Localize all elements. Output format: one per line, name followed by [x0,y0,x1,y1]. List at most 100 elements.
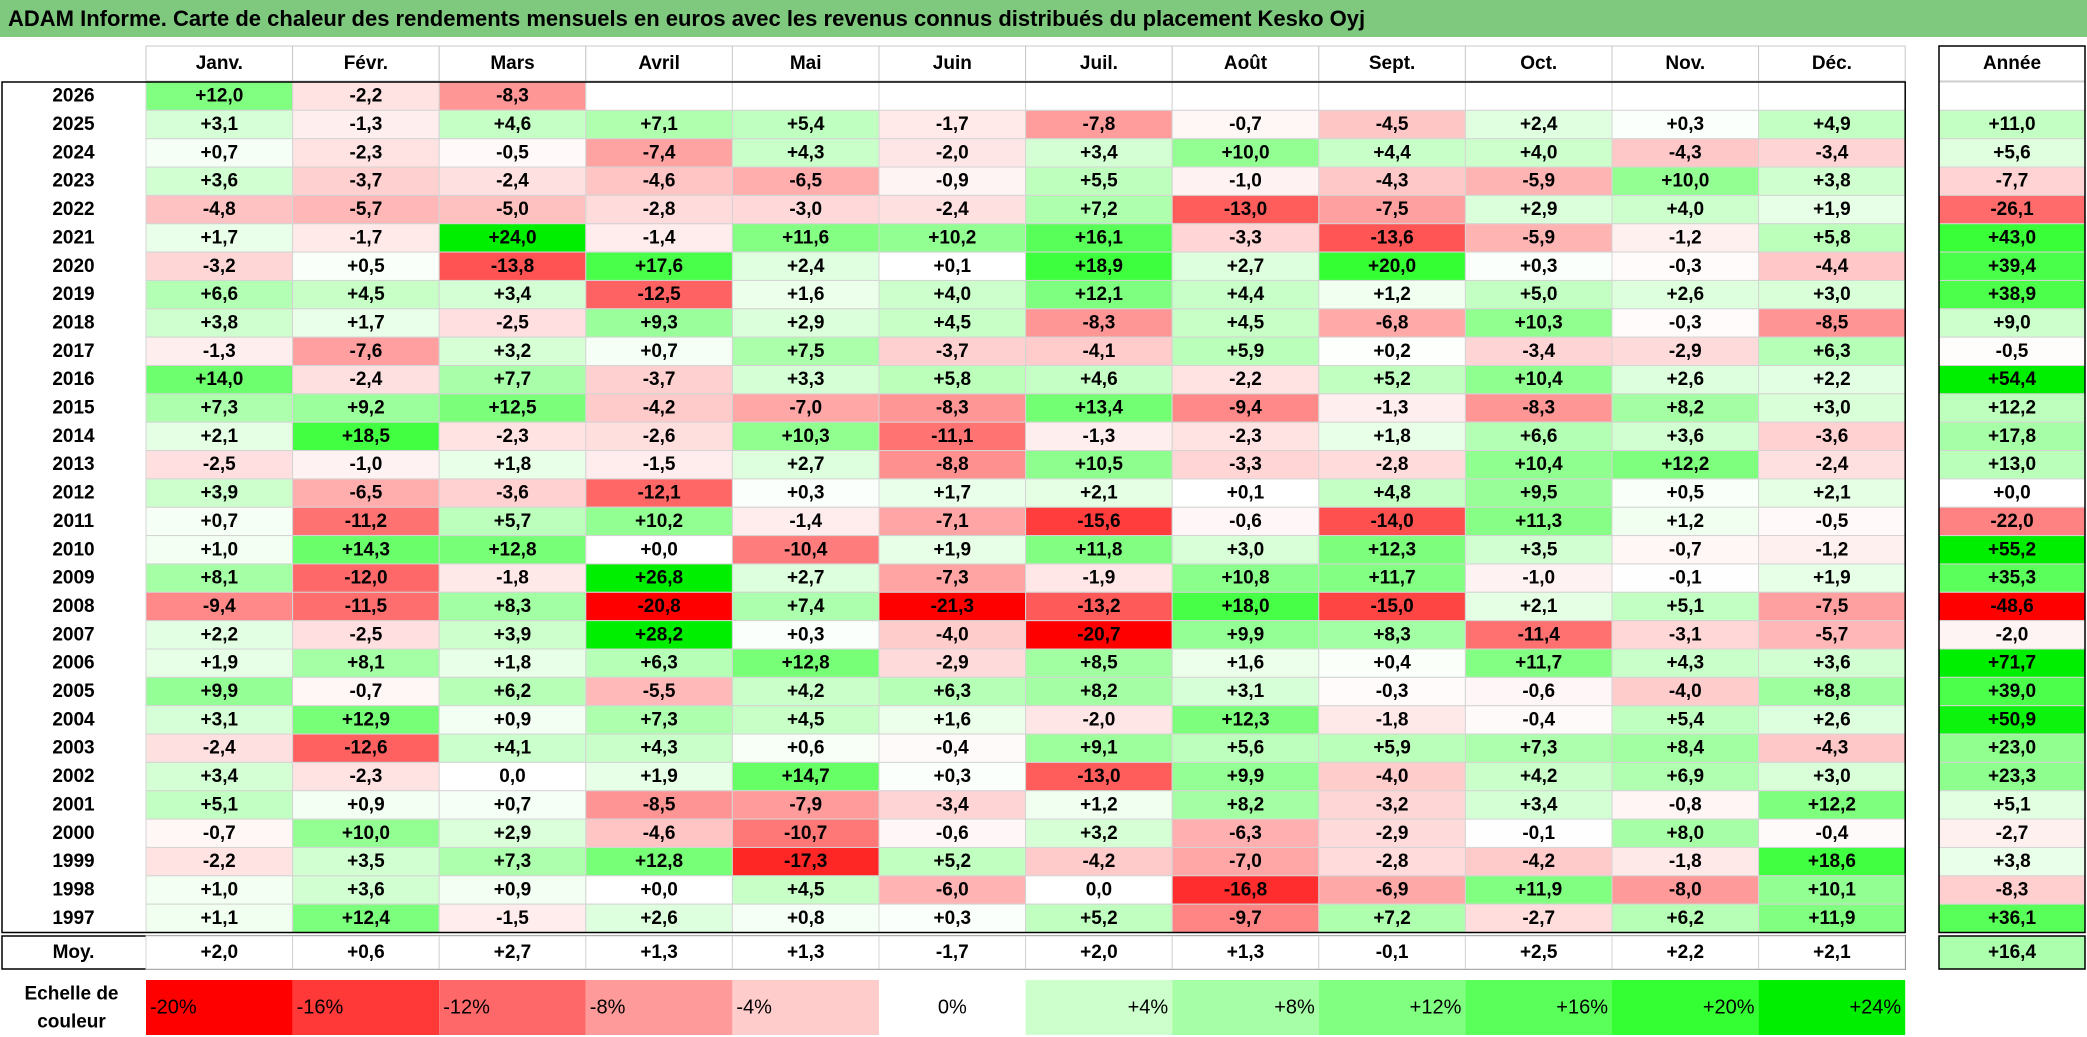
heat-cell [585,393,733,423]
average-year-value: +16,4 [1988,942,2037,963]
heat-cell-value: +4,5 [347,284,385,305]
heat-cell [292,705,440,735]
heat-cell [1171,563,1320,593]
heat-cell-value: +3,0 [1813,766,1851,787]
heat-cell [585,279,733,310]
heat-cell-value: +0,9 [494,709,532,730]
heat-cell-value: +0,7 [494,794,532,815]
average-value: -0,1 [1376,942,1409,963]
year-total-value: +17,8 [1988,426,2036,447]
heat-cell-value: +10,8 [1221,568,1269,589]
heat-cell-value: -8,3 [936,398,969,419]
heat-cell [438,818,587,848]
heat-cell [1318,846,1466,877]
heat-cell-value: +11,7 [1369,568,1416,589]
heat-cell [1318,620,1466,650]
heat-cell-value: +7,3 [494,851,532,872]
heat-cell [292,365,440,395]
year-total-value: +71,7 [1988,653,2036,674]
year-total-value: -8,3 [1996,879,2029,900]
heat-cell [1464,506,1613,537]
heat-cell-value: +2,9 [494,823,532,844]
heat-cell-value: +18,6 [1808,851,1856,872]
heat-cell-value: -13,0 [1224,199,1267,220]
heat-cell-value: -10,4 [784,539,828,560]
heat-cell-value: +4,8 [1373,483,1411,504]
year-total-cell [1938,506,2086,537]
heat-cell-value: +2,4 [787,256,825,277]
heat-cell-value: -10,7 [784,823,827,844]
heat-cell-value: -0,8 [1669,794,1702,815]
heat-cell-value: -2,5 [496,312,529,333]
heat-cell-value: -0,3 [1376,681,1409,702]
column-header-cell [145,45,294,82]
heat-cell-value: +7,5 [787,341,825,362]
heat-cell [1464,620,1613,650]
heat-cell-value: +4,1 [494,738,532,759]
heat-cell-value: +10,0 [1221,142,1269,163]
heat-cell-value: +11,7 [1515,653,1562,674]
heat-cell [1758,166,1906,196]
average-value: -1,7 [936,942,969,963]
heat-cell-value: +8,3 [494,596,532,617]
heat-cell-value: +4,5 [787,709,825,730]
heat-cell [1318,591,1466,622]
heat-cell-value: +0,1 [1227,483,1265,504]
heat-cell-value: +0,8 [787,908,825,929]
heat-cell [438,251,587,281]
heat-cell-value: -20,8 [637,596,680,617]
heat-cell [1171,676,1320,707]
year-total-value: +54,4 [1988,369,2037,390]
column-header: Nov. [1665,53,1705,74]
heat-cell-value: +8,2 [1227,794,1265,815]
heat-cell-value: -2,4 [496,171,529,192]
heat-cell [1318,365,1466,395]
heat-cell [1464,450,1613,480]
heat-cell-value: +4,5 [1227,312,1265,333]
heat-cell-value: +10,2 [635,511,683,532]
heat-cell-value: -0,9 [936,171,969,192]
heat-cell-value: -5,5 [643,681,676,702]
heat-cell-value: -3,1 [1669,624,1702,645]
heat-cell-value: +2,4 [1520,114,1558,135]
average-value: +1,3 [787,942,825,963]
heat-cell-value: -7,3 [936,568,969,589]
heat-cell [1025,705,1173,735]
year-total-value: +12,2 [1988,398,2036,419]
year-total-value: +43,0 [1988,227,2036,248]
heat-cell-value: +0,2 [1373,341,1411,362]
heat-cell-value: -1,5 [496,908,529,929]
title-bar: ADAM Informe. Carte de chaleur des rende… [0,0,2087,37]
row-year-label: 1997 [52,908,94,929]
row-year-label: 2015 [52,398,95,419]
heat-cell [145,393,294,423]
heat-cell [1171,620,1320,650]
heat-cell-value: +18,5 [342,426,391,447]
heat-cell-value: +6,3 [640,653,678,674]
heat-cell-value: 0,0 [1086,879,1112,900]
heat-cell-value: +2,9 [1520,199,1558,220]
heat-cell [1025,903,1173,934]
heat-cell [145,251,294,281]
heat-cell [1611,393,1760,423]
heat-cell-value: +5,0 [1520,284,1558,305]
heat-cell-value: -2,8 [643,199,676,220]
row-year-label: 1998 [52,879,94,900]
year-total-cell [1938,676,2086,707]
heat-cell-value: -7,4 [643,142,676,163]
heat-cell-value: +6,6 [201,284,239,305]
heat-cell [292,790,440,820]
heat-cell [292,846,440,877]
heat-cell [731,450,880,480]
heat-cell [1464,393,1613,423]
heat-cell-value: +6,2 [1667,908,1705,929]
heat-cell-value: +5,4 [1667,709,1705,730]
heat-cell [878,365,1027,395]
heat-cell-value: -8,8 [936,454,969,475]
heat-cell-value: -0,1 [1522,823,1555,844]
heat-cell-value: +3,0 [1813,398,1851,419]
year-total-value: +0,0 [1993,483,2031,504]
heat-cell-value: +0,0 [640,879,678,900]
average-value: +2,7 [494,942,532,963]
heat-cell [1611,138,1760,168]
